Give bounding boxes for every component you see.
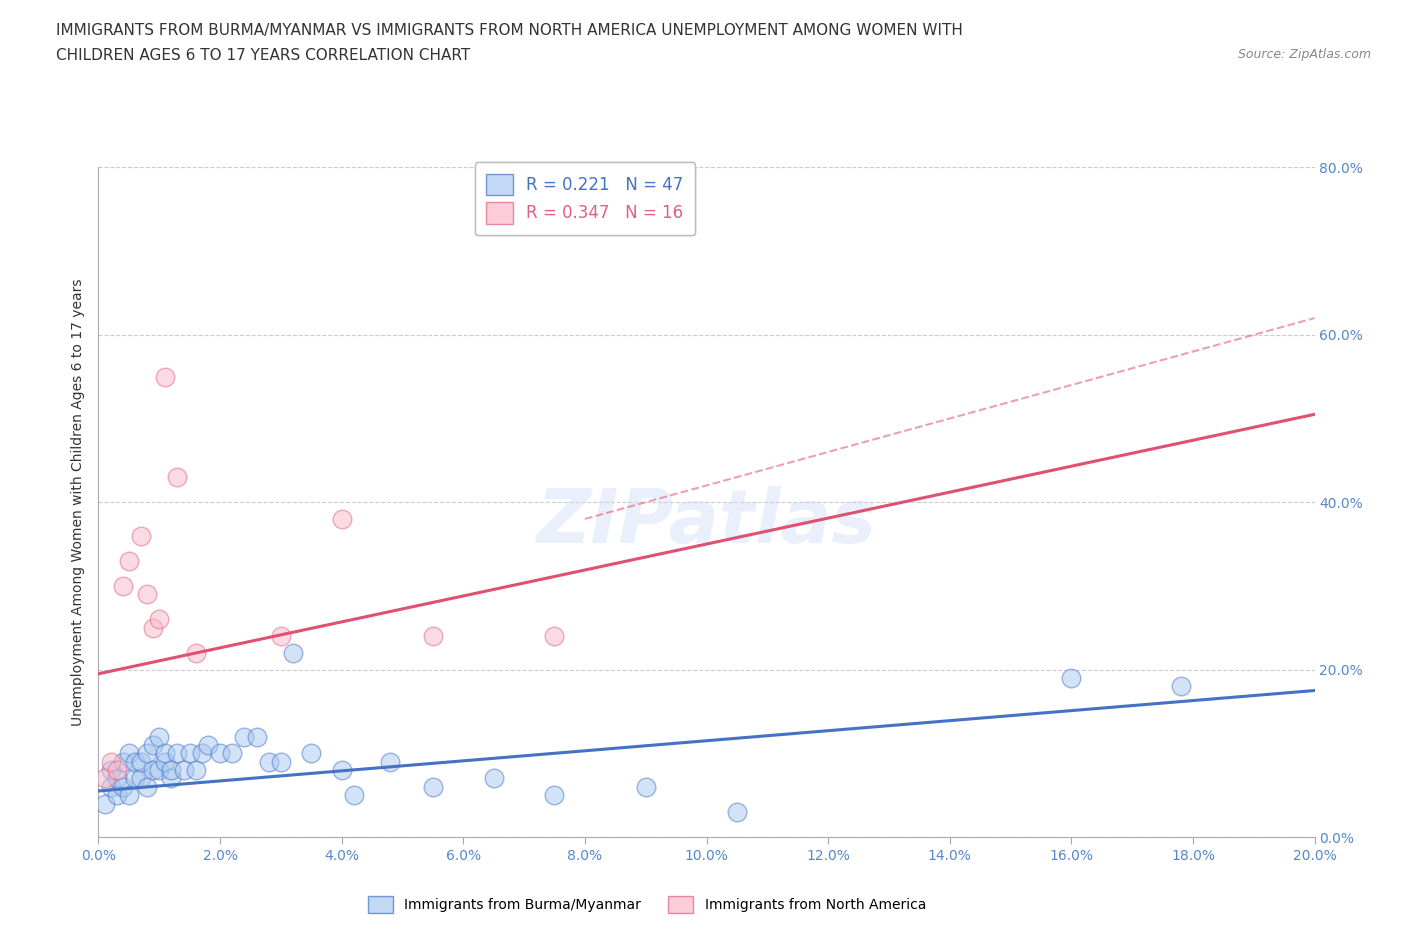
Point xyxy=(330,763,353,777)
Point xyxy=(155,746,177,761)
Point xyxy=(543,788,565,803)
Point xyxy=(184,645,207,660)
Point xyxy=(105,763,128,777)
Point xyxy=(142,737,165,752)
Point xyxy=(111,578,134,593)
Point xyxy=(209,746,232,761)
Point xyxy=(148,612,170,627)
Point xyxy=(233,729,256,744)
Point xyxy=(173,763,195,777)
Point xyxy=(136,746,159,761)
Point xyxy=(343,788,366,803)
Point xyxy=(221,746,243,761)
Point xyxy=(191,746,214,761)
Text: CHILDREN AGES 6 TO 17 YEARS CORRELATION CHART: CHILDREN AGES 6 TO 17 YEARS CORRELATION … xyxy=(56,48,471,63)
Point xyxy=(136,587,159,602)
Point xyxy=(155,754,177,769)
Point xyxy=(129,754,152,769)
Point xyxy=(166,470,188,485)
Point xyxy=(245,729,267,744)
Y-axis label: Unemployment Among Women with Children Ages 6 to 17 years: Unemployment Among Women with Children A… xyxy=(72,278,86,726)
Point xyxy=(93,771,115,786)
Point xyxy=(100,754,122,769)
Point xyxy=(160,771,183,786)
Point xyxy=(1060,671,1083,685)
Point xyxy=(270,754,292,769)
Point xyxy=(129,528,152,543)
Legend: R = 0.221   N = 47, R = 0.347   N = 16: R = 0.221 N = 47, R = 0.347 N = 16 xyxy=(475,163,695,235)
Point xyxy=(197,737,219,752)
Point xyxy=(148,729,170,744)
Point xyxy=(281,645,304,660)
Point xyxy=(184,763,207,777)
Text: Source: ZipAtlas.com: Source: ZipAtlas.com xyxy=(1237,48,1371,61)
Point xyxy=(100,779,122,794)
Point xyxy=(270,629,292,644)
Point xyxy=(124,771,146,786)
Point xyxy=(330,512,353,526)
Point xyxy=(380,754,402,769)
Point xyxy=(482,771,505,786)
Point xyxy=(543,629,565,644)
Point xyxy=(111,754,134,769)
Legend: Immigrants from Burma/Myanmar, Immigrants from North America: Immigrants from Burma/Myanmar, Immigrant… xyxy=(363,890,931,919)
Point xyxy=(118,553,141,568)
Point xyxy=(422,779,444,794)
Point xyxy=(166,746,188,761)
Point xyxy=(299,746,322,761)
Point xyxy=(118,788,141,803)
Point xyxy=(136,779,159,794)
Point xyxy=(160,763,183,777)
Point xyxy=(634,779,657,794)
Point xyxy=(148,763,170,777)
Point xyxy=(124,754,146,769)
Point xyxy=(1170,679,1192,694)
Point xyxy=(93,796,115,811)
Point xyxy=(129,771,152,786)
Point xyxy=(422,629,444,644)
Point xyxy=(142,620,165,635)
Point xyxy=(100,763,122,777)
Text: ZIPatlas: ZIPatlas xyxy=(537,485,876,559)
Point xyxy=(105,771,128,786)
Text: IMMIGRANTS FROM BURMA/MYANMAR VS IMMIGRANTS FROM NORTH AMERICA UNEMPLOYMENT AMON: IMMIGRANTS FROM BURMA/MYANMAR VS IMMIGRA… xyxy=(56,23,963,38)
Point xyxy=(155,369,177,384)
Point xyxy=(725,804,748,819)
Point xyxy=(105,788,128,803)
Point xyxy=(118,746,141,761)
Point xyxy=(179,746,201,761)
Point xyxy=(257,754,280,769)
Point xyxy=(142,763,165,777)
Point xyxy=(111,779,134,794)
